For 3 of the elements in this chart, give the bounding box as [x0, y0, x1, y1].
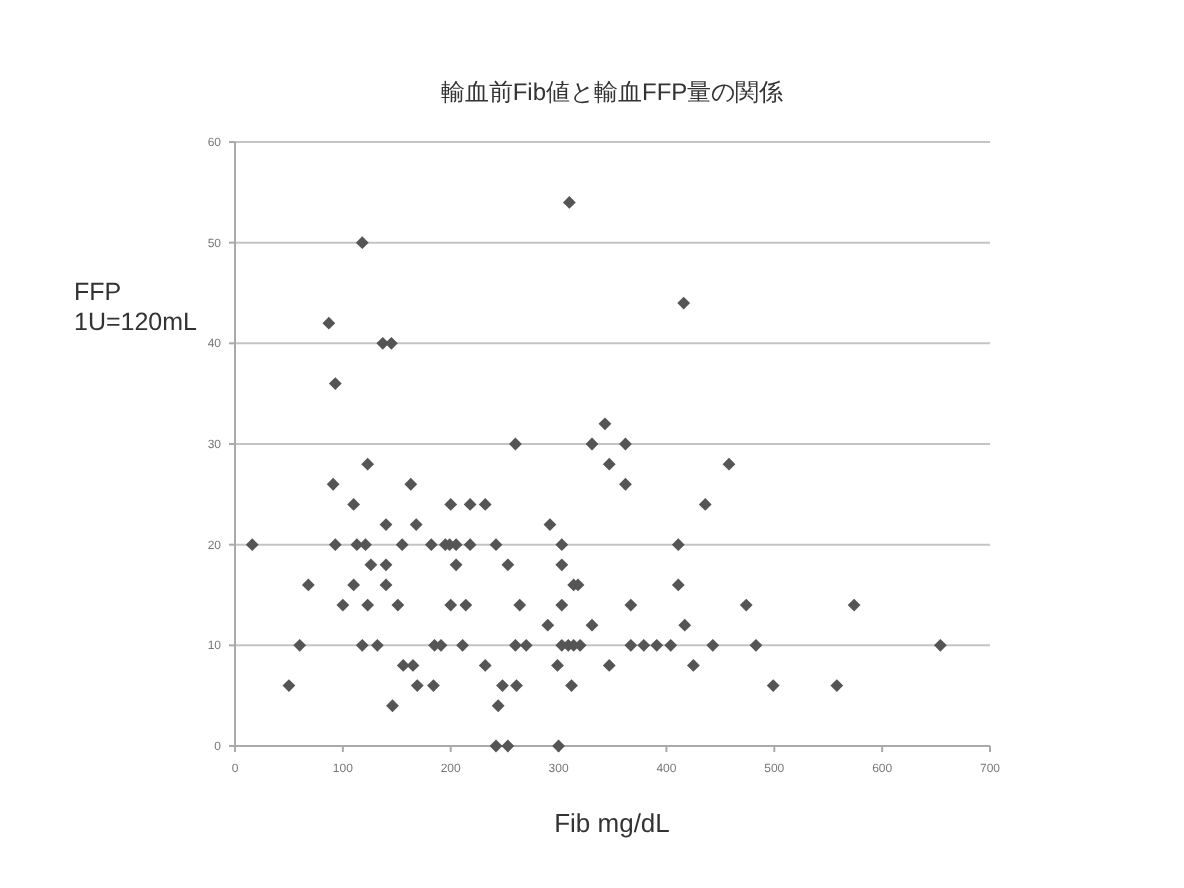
- chart-title: 輸血前Fib値と輸血FFP量の関係: [440, 78, 784, 106]
- x-axis-title: Fib mg/dL: [554, 808, 670, 838]
- y-axis-title: FFP 1U=120mL: [74, 278, 198, 336]
